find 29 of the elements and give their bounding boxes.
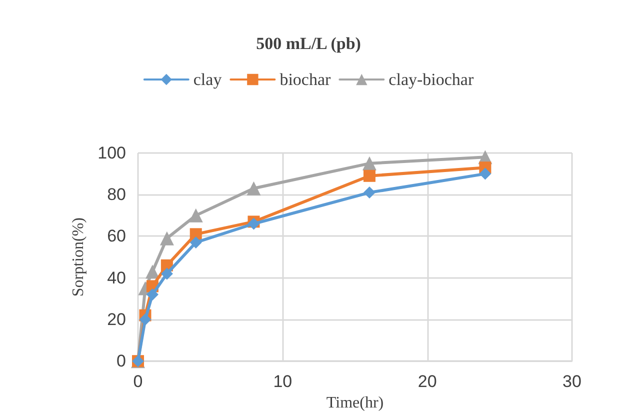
point	[363, 170, 376, 182]
point	[479, 168, 492, 180]
x-tick-label: 10	[273, 372, 292, 392]
point	[160, 231, 174, 246]
point	[363, 186, 376, 199]
y-axis-title: Sorption(%)	[70, 217, 88, 297]
legend-label: biochar	[280, 70, 332, 89]
y-tick-label: 80	[107, 185, 126, 204]
chart-title: 500 mL/L (pb)	[256, 34, 361, 53]
point	[145, 264, 160, 279]
y-tick-label: 60	[107, 226, 126, 246]
point	[190, 236, 202, 248]
x-tick-label: 30	[562, 372, 582, 392]
point	[146, 288, 158, 301]
x-tick-label: 20	[418, 372, 437, 392]
x-axis-title: Time(hr)	[326, 394, 384, 412]
y-tick-label: 100	[98, 144, 126, 162]
legend-label: clay	[193, 70, 222, 89]
point	[362, 156, 376, 170]
point	[246, 181, 261, 196]
point	[160, 268, 173, 280]
x-tick-label: 0	[133, 372, 143, 392]
point	[188, 208, 203, 222]
y-tick-label: 40	[107, 268, 126, 288]
y-tick-label: 0	[116, 352, 126, 371]
point	[190, 228, 202, 240]
legend-label: clay-biochar	[388, 70, 474, 89]
y-tick-label: 20	[107, 310, 126, 329]
point	[139, 313, 152, 326]
